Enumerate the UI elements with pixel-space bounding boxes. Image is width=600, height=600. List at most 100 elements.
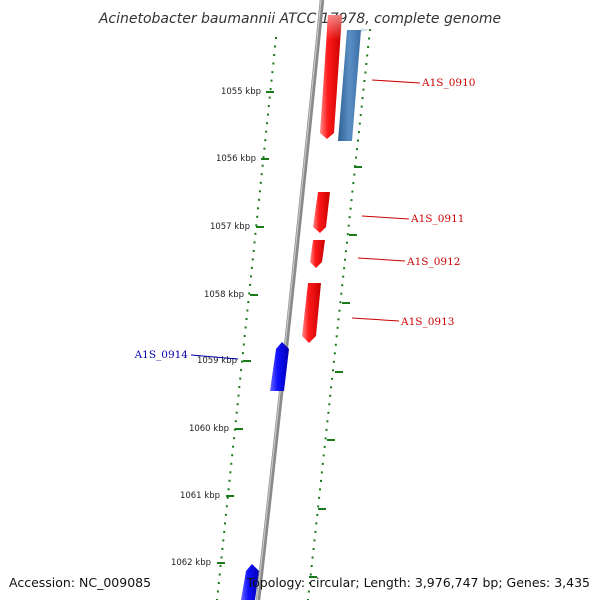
- accession-text: Accession: NC_009085: [9, 575, 151, 590]
- outer-track-dot: [332, 369, 334, 372]
- inner-track-dot: [232, 445, 235, 448]
- inner-track-dot: [250, 275, 252, 278]
- inner-track-dot: [249, 283, 252, 286]
- outer-track-dot: [311, 556, 314, 559]
- outer-track-dot: [343, 267, 346, 270]
- outer-track-dot: [320, 471, 323, 474]
- tick-label: 1059 kbp: [197, 356, 237, 366]
- gene-label[interactable]: A1S_0913: [400, 316, 454, 328]
- outer-track-dot: [366, 54, 369, 57]
- inner-track-dot: [219, 564, 222, 567]
- inner-track-dot: [228, 479, 231, 482]
- gene-a1s-0912[interactable]: A1S_0912: [310, 240, 460, 268]
- outer-track-dot: [346, 233, 349, 236]
- inner-track-dot: [241, 352, 244, 355]
- inner-track-dot: [255, 224, 258, 227]
- inner-track-dot: [251, 258, 254, 261]
- inner-track-dot: [273, 54, 276, 56]
- inner-track-dot: [268, 96, 271, 99]
- outer-track-dot: [324, 437, 327, 440]
- tick: 1055 kbp: [221, 87, 274, 97]
- tick-label: 1060 kbp: [189, 424, 229, 434]
- gene-arrow[interactable]: [320, 15, 342, 139]
- tick: 1059 kbp: [197, 356, 251, 366]
- outer-track-dot: [333, 352, 336, 355]
- gene-arrow[interactable]: [270, 342, 289, 391]
- outer-track-dot: [316, 513, 319, 516]
- inner-track-dot: [258, 198, 260, 201]
- gene-arrow[interactable]: [310, 240, 325, 268]
- inner-track-dot: [237, 394, 240, 397]
- inner-track-dot: [247, 301, 250, 303]
- outer-track-dot: [338, 309, 341, 312]
- gene-a1s-0913[interactable]: A1S_0913: [302, 283, 454, 343]
- inner-track-dot: [216, 590, 219, 593]
- inner-track-dot: [229, 471, 232, 474]
- outer-track-dot: [327, 411, 330, 414]
- steel-blue-feature-cap: [361, 28, 370, 32]
- outer-track-dot: [340, 292, 343, 295]
- outer-track-dot: [350, 199, 353, 202]
- outer-track-dot: [317, 505, 320, 508]
- outer-track-dot: [330, 386, 333, 389]
- outer-track-dot: [356, 148, 358, 151]
- inner-track-dot: [256, 215, 259, 218]
- inner-track-dot: [224, 522, 226, 525]
- genome-backbone: [255, 0, 325, 600]
- outer-track-dot: [335, 335, 338, 338]
- inner-track-dot: [243, 335, 246, 337]
- gene-leader-line: [371, 79, 421, 84]
- inner-track-dot: [272, 62, 275, 65]
- inner-track-dot: [241, 360, 243, 363]
- inner-track-dot: [233, 437, 235, 440]
- outer-track-dot: [313, 539, 316, 542]
- outer-track-dot: [367, 46, 370, 48]
- outer-track-dot: [360, 105, 363, 108]
- outer-track-dot: [328, 403, 331, 406]
- gene-leader-line: [190, 354, 239, 360]
- inner-track-dot: [261, 164, 264, 167]
- inner-track-dot: [224, 513, 227, 516]
- inner-track-dot: [244, 326, 247, 329]
- gene-label[interactable]: A1S_0910: [421, 77, 475, 89]
- gene-a1s-0910[interactable]: A1S_0910: [320, 15, 475, 139]
- gene-label[interactable]: A1S_0911: [410, 213, 464, 225]
- gene-arrow[interactable]: [313, 192, 330, 233]
- inner-track-dot: [245, 318, 248, 320]
- inner-track-dot: [253, 241, 256, 244]
- inner-track-dot: [265, 130, 268, 133]
- inner-track-dot: [239, 377, 242, 380]
- tick-label: 1058 kbp: [204, 290, 244, 300]
- inner-track-dot: [257, 207, 260, 210]
- gene-label[interactable]: A1S_0914: [134, 349, 189, 361]
- inner-track-dot: [227, 488, 230, 491]
- outer-track-dot: [309, 573, 312, 576]
- outer-track-dot: [326, 420, 329, 423]
- inner-track-dot: [269, 88, 272, 91]
- gene-a1s-0911[interactable]: A1S_0911: [313, 192, 464, 233]
- inner-track-dot: [234, 420, 237, 423]
- outer-track-dot: [355, 156, 358, 159]
- inner-track-dot: [252, 249, 255, 252]
- gene-a1s-0914[interactable]: A1S_0914: [134, 342, 289, 391]
- gene-label[interactable]: A1S_0912: [406, 256, 460, 268]
- inner-track-dot: [267, 113, 269, 116]
- gene-leader-line: [351, 317, 400, 322]
- outer-track-dot: [334, 343, 337, 346]
- gene-arrow[interactable]: [302, 283, 321, 343]
- inner-track-dot: [242, 343, 245, 346]
- inner-track-dot: [250, 266, 253, 269]
- outer-track-dot: [331, 377, 334, 380]
- outer-track-dot: [357, 131, 360, 134]
- outer-track-dot: [315, 522, 318, 525]
- inner-track-dot: [266, 122, 269, 125]
- tick-label: 1057 kbp: [210, 222, 250, 232]
- outer-track-dot: [319, 488, 321, 491]
- gene-leader-line: [357, 257, 406, 262]
- tick-label: 1056 kbp: [216, 154, 256, 164]
- genome-backbone-highlight: [256, 0, 322, 600]
- position-ticks: 1055 kbp 1056 kbp 1057 kbp 1058 kbp 1059…: [171, 87, 274, 568]
- inner-track-dot: [225, 505, 228, 508]
